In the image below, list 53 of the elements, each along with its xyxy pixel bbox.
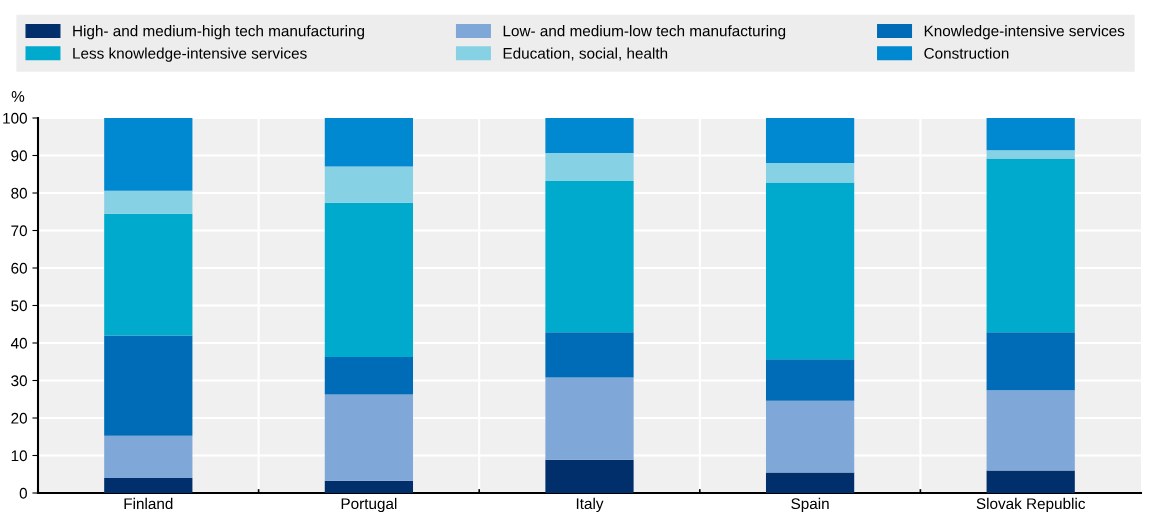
bar [986,118,1075,151]
legend-label: High- and medium-high tech manufacturing [73,25,365,40]
legend-label: Low- and medium-low tech manufacturing [503,25,786,40]
legend-label: Knowledge-intensive services [924,25,1125,40]
x-tick-label: Finland [124,497,173,510]
bar [324,202,414,357]
bar [765,163,855,183]
bar [545,152,634,181]
x-tick-label: Spain [791,497,829,513]
bar [986,390,1075,471]
y-tick-label: 60 [11,262,27,274]
y-tick-label: 0 [19,487,27,499]
bar [324,480,414,493]
bar [104,435,193,478]
bar [545,118,634,153]
bar [324,394,414,481]
bar [765,359,855,401]
y-tick-label: 80 [11,187,27,199]
bar [545,459,634,493]
bar [765,182,855,360]
bar [324,118,414,167]
y-tick-label: 40 [10,337,27,349]
x-tick-label: Italy [576,497,604,513]
bar [545,377,634,460]
bar [986,150,1075,159]
y-tick-label: 90 [11,150,27,162]
bar [104,478,193,493]
bar [104,118,193,191]
bar [765,118,855,163]
y-axis-title: % [11,91,25,102]
bar [545,181,634,333]
bar [324,166,414,203]
x-tick-label: Slovak Republic [976,497,1086,513]
y-tick-label: 70 [11,225,27,237]
y-tick-label: 100 [3,112,27,124]
bar [104,213,193,336]
x-tick-label: Portugal [341,497,397,513]
y-tick-label: 50 [11,300,27,312]
bar [765,472,855,493]
y-tick-label: 30 [11,375,27,387]
bar [765,400,855,473]
bar [986,470,1075,493]
legend-label: Less knowledge-intensive services [73,47,307,62]
bar [104,335,193,436]
bar [324,356,414,395]
legend-label: Education, social, health [503,47,668,61]
bar [104,190,193,214]
y-tick-label: 20 [11,412,27,424]
y-tick-label: 10 [11,450,27,462]
legend-label: Construction [924,47,1009,59]
bar [545,332,634,378]
bar [986,158,1075,333]
bar [986,332,1075,391]
